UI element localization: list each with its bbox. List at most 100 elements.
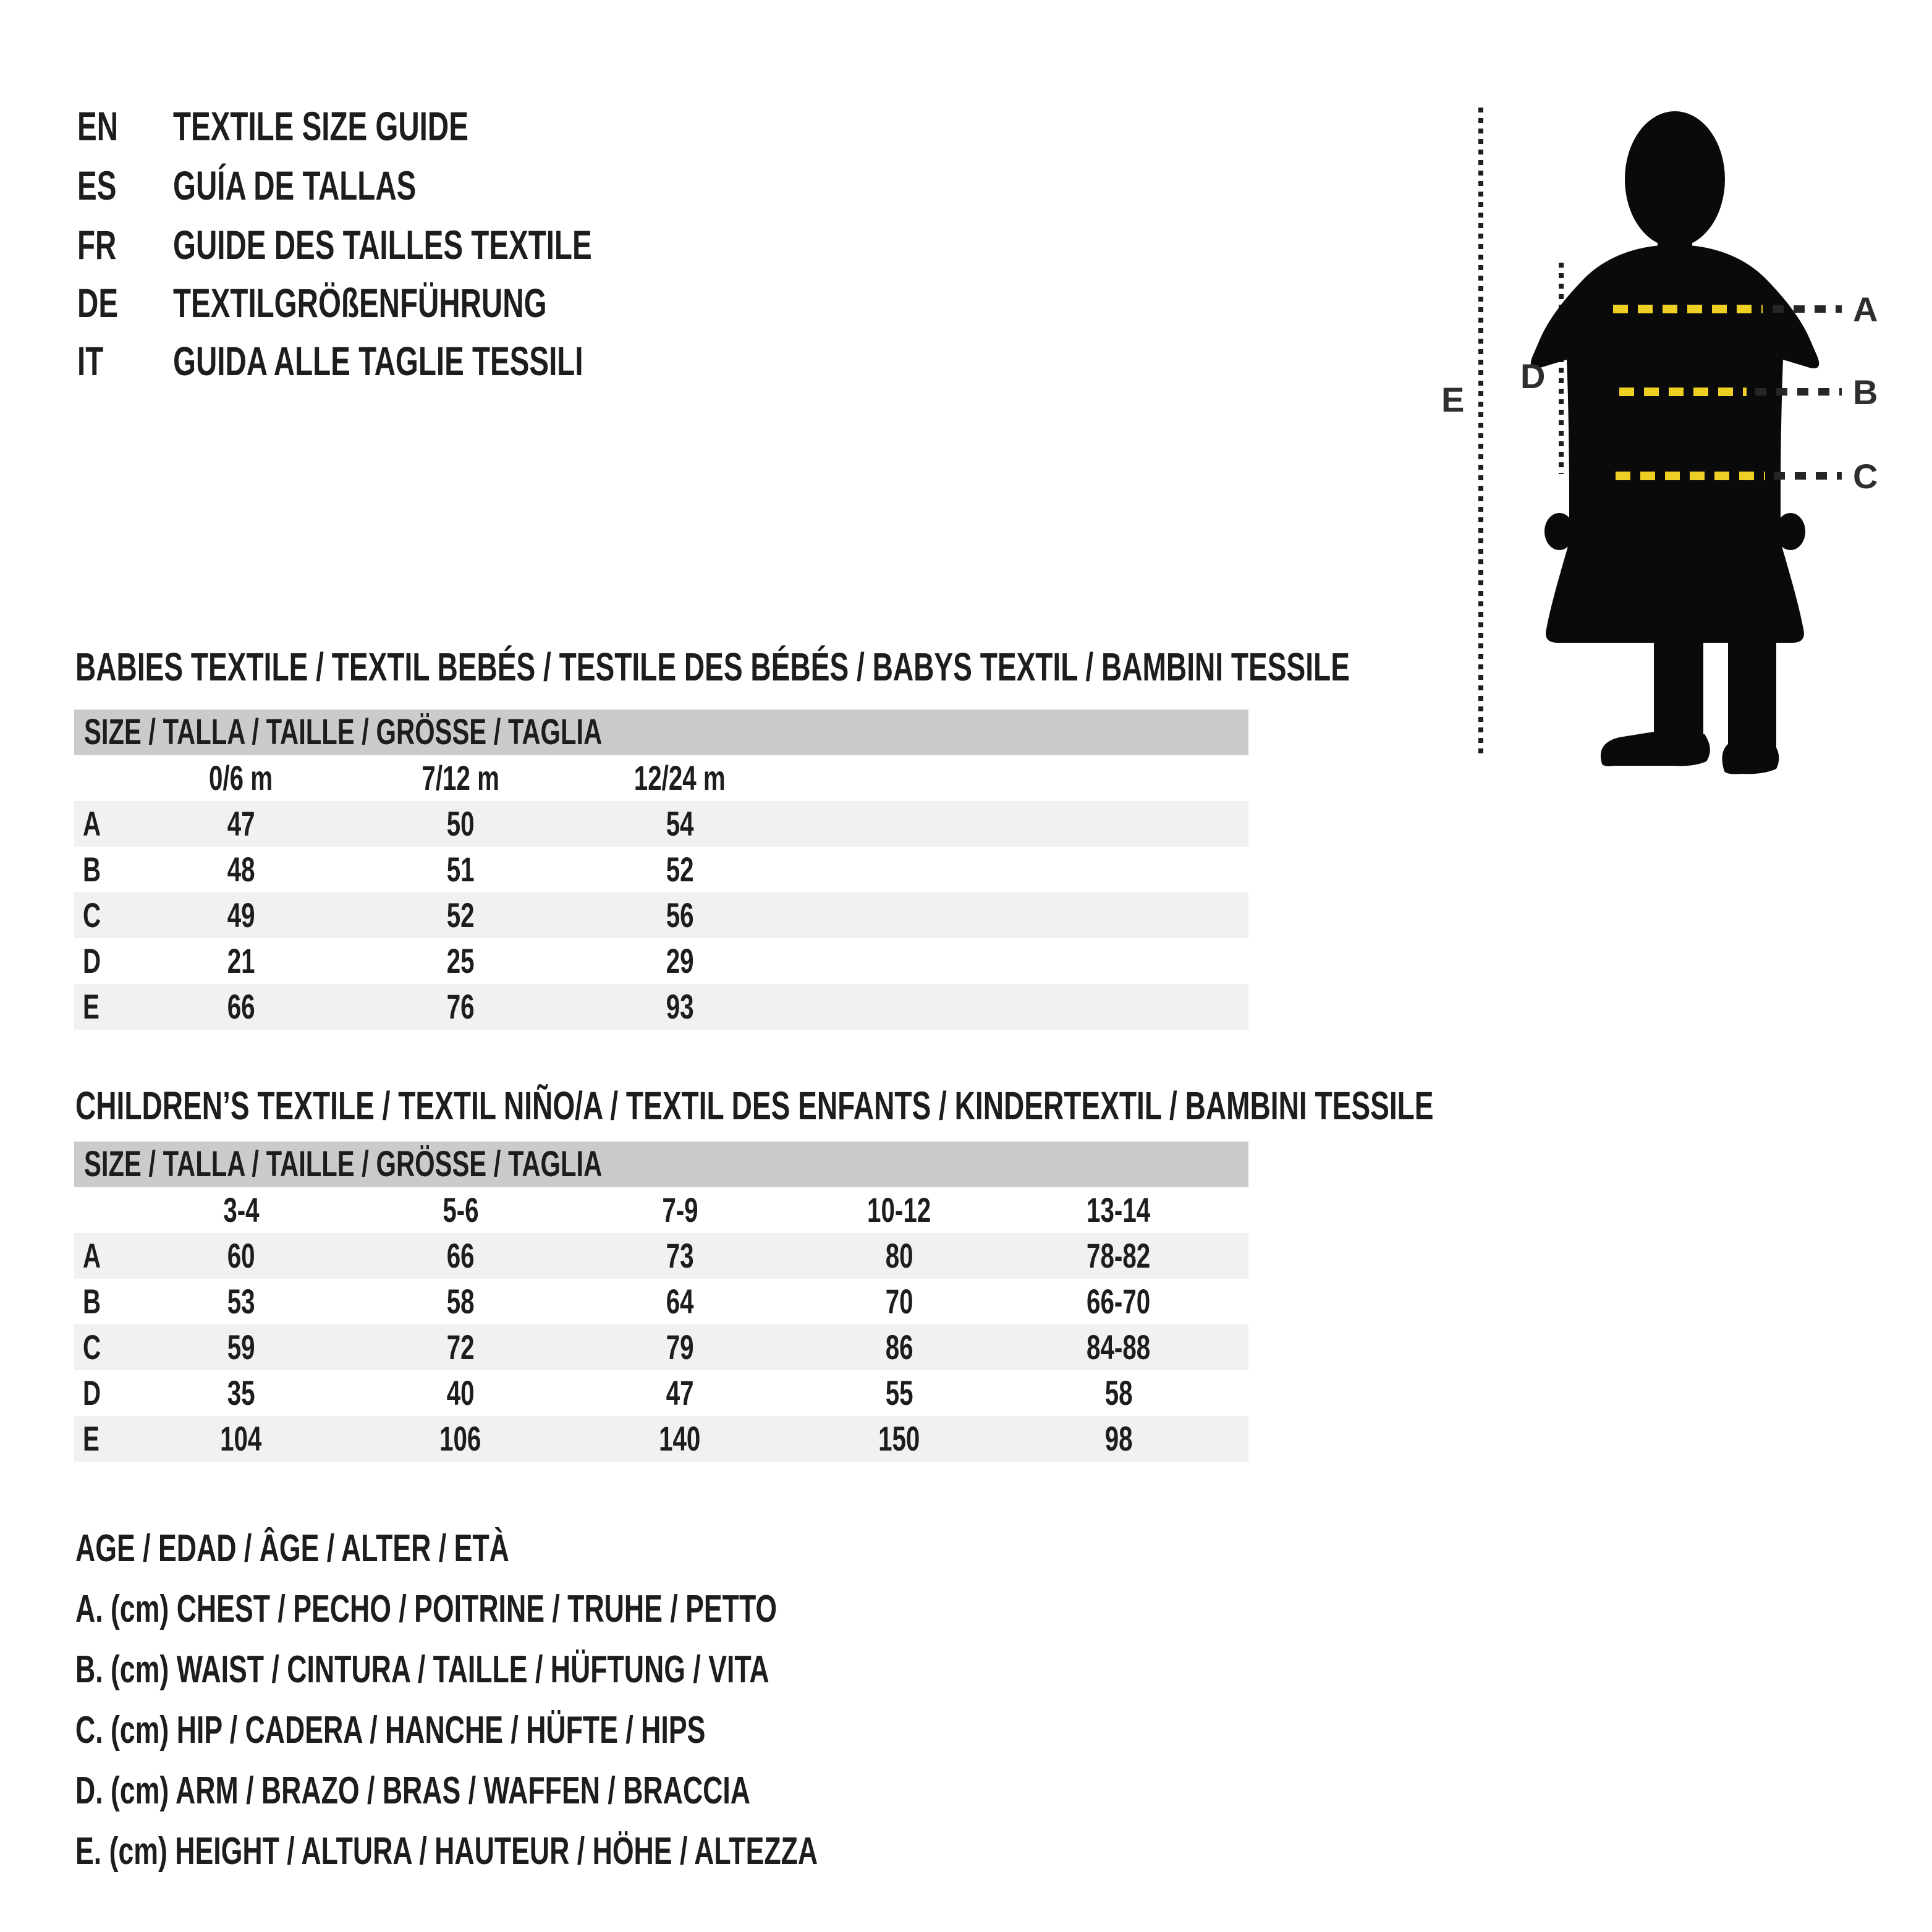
cell-value: 84-88 xyxy=(1087,1328,1151,1366)
cell-value: 49 xyxy=(227,896,255,934)
cell-value: 106 xyxy=(439,1419,481,1458)
cell-value: 58 xyxy=(446,1282,475,1321)
cell-value: 59 xyxy=(227,1328,255,1366)
cell-value: 150 xyxy=(878,1419,920,1458)
language-title: GUÍA DE TALLAS xyxy=(173,163,417,208)
cell-value: 76 xyxy=(446,987,475,1026)
language-code: ES xyxy=(77,163,117,208)
column-header: 0/6 m xyxy=(209,758,273,797)
cell-value: 50 xyxy=(446,804,475,843)
language-row-de: DE TEXTILGRÖßENFÜHRUNG xyxy=(77,273,1066,333)
silhouette-right-leg xyxy=(1728,638,1776,749)
row-letter: A xyxy=(83,804,101,843)
babies-column-header-row: 0/6 m 7/12 m 12/24 m xyxy=(74,755,1248,801)
table-row-a: A 47 50 54 xyxy=(74,801,1248,847)
babies-size-header-bar: SIZE / TALLA / TAILLE / GRÖSSE / TAGLIA xyxy=(74,710,1248,755)
table-row-e: E 104 106 140 150 98 xyxy=(74,1416,1248,1462)
babies-section-title: BABIES TEXTILE / TEXTIL BEBÉS / TESTILE … xyxy=(75,645,1350,689)
language-title: TEXTILE SIZE GUIDE xyxy=(173,103,468,149)
cell-value: 72 xyxy=(446,1328,475,1366)
column-header: 10-12 xyxy=(867,1190,931,1229)
silhouette-right-hand xyxy=(1776,513,1805,550)
silhouette-left-hand xyxy=(1544,513,1574,550)
babies-size-table: SIZE / TALLA / TAILLE / GRÖSSE / TAGLIA … xyxy=(74,710,1248,1030)
cell-value: 80 xyxy=(885,1236,913,1275)
cell-value: 70 xyxy=(885,1282,913,1321)
row-letter: E xyxy=(83,987,100,1026)
table-row-b: B 48 51 52 xyxy=(74,847,1248,892)
measure-label-c: C xyxy=(1853,457,1878,496)
table-row-d: D 35 40 47 55 58 xyxy=(74,1370,1248,1416)
cell-value: 104 xyxy=(220,1419,262,1458)
row-letter: B xyxy=(83,1282,101,1321)
cell-value: 55 xyxy=(885,1373,913,1412)
cell-value: 25 xyxy=(446,941,475,980)
cell-value: 93 xyxy=(666,987,694,1026)
silhouette-shorts xyxy=(1546,532,1804,643)
row-letter: C xyxy=(83,896,101,934)
row-letter: E xyxy=(83,1419,100,1458)
legend-arm-row: D. (cm) ARM / BRAZO / BRAS / WAFFEN / BR… xyxy=(75,1769,751,1812)
cell-value: 66-70 xyxy=(1087,1282,1151,1321)
language-code: EN xyxy=(77,103,119,149)
cell-value: 79 xyxy=(666,1328,694,1366)
cell-value: 140 xyxy=(659,1419,701,1458)
cell-value: 40 xyxy=(446,1373,475,1412)
cell-value: 52 xyxy=(666,850,694,889)
language-title: GUIDE DES TAILLES TEXTILE xyxy=(173,222,592,268)
table-row-c: C 59 72 79 86 84-88 xyxy=(74,1324,1248,1370)
language-row-en: EN TEXTILE SIZE GUIDE xyxy=(77,96,1066,156)
table-row-d: D 21 25 29 xyxy=(74,938,1248,984)
measure-label-a: A xyxy=(1853,290,1878,329)
cell-value: 29 xyxy=(666,941,694,980)
cell-value: 54 xyxy=(666,804,694,843)
silhouette-left-shoe xyxy=(1600,732,1710,766)
size-measure-figure: A B C D E xyxy=(1441,108,1878,774)
children-column-header-row: 3-4 5-6 7-9 10-12 13-14 xyxy=(74,1187,1248,1233)
table-row-c: C 49 52 56 xyxy=(74,892,1248,938)
legend-height-row: E. (cm) HEIGHT / ALTURA / HAUTEUR / HÖHE… xyxy=(75,1830,818,1873)
cell-value: 35 xyxy=(227,1373,255,1412)
language-code: DE xyxy=(77,280,119,326)
column-header: 3-4 xyxy=(222,1190,260,1229)
silhouette-right-shoe xyxy=(1722,742,1779,774)
table-row-e: E 66 76 93 xyxy=(74,984,1248,1030)
cell-value: 60 xyxy=(227,1236,255,1275)
cell-value: 98 xyxy=(1104,1419,1133,1458)
cell-value: 66 xyxy=(227,987,255,1026)
cell-value: 73 xyxy=(666,1236,694,1275)
measure-label-d: D xyxy=(1520,357,1545,396)
children-size-header-bar: SIZE / TALLA / TAILLE / GRÖSSE / TAGLIA xyxy=(74,1142,1248,1187)
cell-value: 52 xyxy=(446,896,475,934)
row-letter: C xyxy=(83,1328,101,1366)
cell-value: 66 xyxy=(446,1236,475,1275)
children-section-title: CHILDREN’S TEXTILE / TEXTIL NIÑO/A / TEX… xyxy=(75,1083,1434,1128)
children-size-table: SIZE / TALLA / TAILLE / GRÖSSE / TAGLIA … xyxy=(74,1142,1248,1462)
language-code: IT xyxy=(77,338,104,384)
cell-value: 47 xyxy=(666,1373,694,1412)
legend-hip-row: C. (cm) HIP / CADERA / HANCHE / HÜFTE / … xyxy=(75,1709,706,1752)
legend-chest-row: A. (cm) CHEST / PECHO / POITRINE / TRUHE… xyxy=(75,1588,777,1630)
cell-value: 51 xyxy=(446,850,475,889)
language-title: TEXTILGRÖßENFÜHRUNG xyxy=(173,280,547,326)
cell-value: 48 xyxy=(227,850,255,889)
column-header: 7/12 m xyxy=(422,758,499,797)
measure-label-e: E xyxy=(1441,380,1464,419)
cell-value: 64 xyxy=(666,1282,694,1321)
cell-value: 78-82 xyxy=(1087,1236,1151,1275)
row-letter: D xyxy=(83,941,101,980)
silhouette-head xyxy=(1625,111,1725,247)
column-header: 12/24 m xyxy=(634,758,726,797)
measure-label-b: B xyxy=(1853,373,1878,412)
cell-value: 47 xyxy=(227,804,255,843)
table-row-b: B 53 58 64 70 66-70 xyxy=(74,1279,1248,1324)
row-letter: B xyxy=(83,850,101,889)
silhouette-left-leg xyxy=(1654,638,1703,740)
cell-value: 86 xyxy=(885,1328,913,1366)
column-header: 13-14 xyxy=(1087,1190,1151,1229)
cell-value: 58 xyxy=(1104,1373,1133,1412)
row-letter: A xyxy=(83,1236,101,1275)
language-row-es: ES GUÍA DE TALLAS xyxy=(77,156,1066,215)
row-letter: D xyxy=(83,1373,101,1412)
